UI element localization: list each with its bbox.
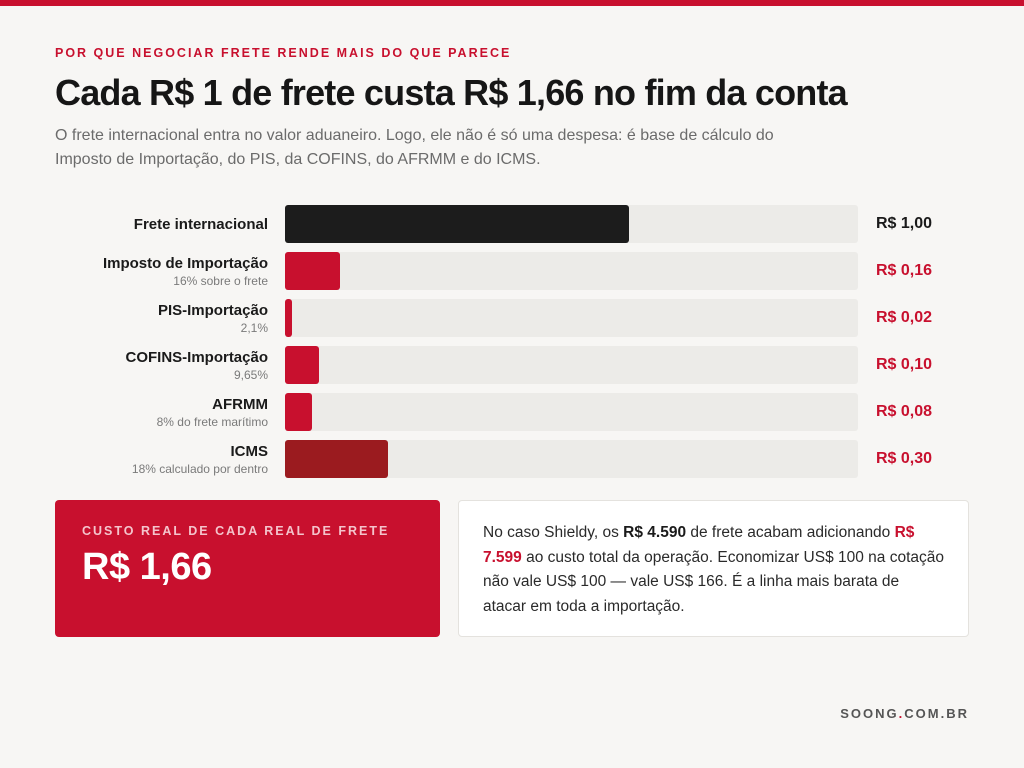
summary-value: R$ 1,66 [82, 546, 212, 588]
footer-brand-left: SOONG [840, 706, 899, 721]
bar [285, 440, 388, 478]
bar-category-label: COFINS-Importação [125, 348, 268, 366]
bar-sublabel: 8% do frete marítimo [156, 414, 268, 429]
cost-breakdown-chart: Frete internacional R$ 1,00 Imposto de Imp… [0, 205, 1024, 480]
bar-value-label: R$ 0,16 [876, 262, 933, 279]
summary-label: CUSTO REAL DE CADA REAL DE FRETE [82, 524, 390, 538]
kicker: POR QUE NEGOCIAR FRETE RENDE MAIS DO QUE… [55, 46, 512, 60]
top-accent-bar [0, 0, 1024, 6]
bar-sublabel: 18% calculado por dentro [131, 461, 268, 476]
bar-category-label: AFRMM [212, 395, 268, 413]
bar-sublabel: 9,65% [233, 367, 268, 382]
bar-label-block: PIS-Importação 2,1% [158, 299, 268, 337]
footer-brand-right: COM.BR [904, 706, 969, 721]
bar-sublabel: 2,1% [240, 320, 268, 335]
bar-track [285, 346, 858, 384]
bar-track [285, 393, 858, 431]
bar-label-block: Imposto de Importação 16% sobre o frete [103, 252, 268, 290]
chart-row: ICMS 18% calculado por dentro R$ 0,30 [0, 440, 1024, 478]
bar-track [285, 205, 858, 243]
bar-label-block: COFINS-Importação 9,65% [125, 346, 268, 384]
bar-value-label: R$ 0,10 [876, 356, 933, 373]
page-title: Cada R$ 1 de frete custa R$ 1,66 no fim … [55, 72, 848, 113]
footer-brand-dot: . [898, 706, 905, 721]
chart-row: Imposto de Importação 16% sobre o frete R$… [0, 252, 1024, 290]
bar-category-label: Frete internacional [133, 215, 268, 233]
bar [285, 252, 340, 290]
bar [285, 205, 629, 243]
note-text-1: No caso Shieldy, os [483, 524, 624, 541]
chart-row: PIS-Importação 2,1% R$ 0,02 [0, 299, 1024, 337]
bar-label-block: Frete internacional [134, 205, 268, 243]
bar-value-label: R$ 1,00 [876, 215, 933, 232]
bar-track [285, 299, 858, 337]
bar [285, 299, 292, 337]
note-amount-added: R$ 7.599 [483, 524, 915, 566]
footer-brand: SOONG.COM.BR [840, 706, 969, 721]
page-subtitle: O frete internacional entra no valor adu… [55, 127, 774, 168]
bar-category-label: ICMS [230, 442, 269, 460]
bar-category-label: PIS-Importação [157, 301, 268, 319]
bar-label-block: AFRMM 8% do frete marítimo [157, 393, 268, 431]
note-amount-freight: R$ 4.590 [623, 524, 687, 541]
bar [285, 346, 319, 384]
note-text-3: ao custo total da operação. Economizar U… [483, 548, 945, 615]
bar-sublabel: 16% sobre o frete [173, 273, 268, 288]
summary-card: CUSTO REAL DE CADA REAL DE FRETE R$ 1,66 [55, 500, 440, 637]
bar-track [285, 440, 858, 478]
chart-row: Frete internacional R$ 1,00 [0, 205, 1024, 243]
bar-label-block: ICMS 18% calculado por dentro [132, 440, 268, 478]
note-text-2: de frete acabam adicionando [686, 524, 895, 541]
bar [285, 393, 312, 431]
bar-category-label: Imposto de Importação [102, 254, 268, 272]
bar-value-label: R$ 0,08 [876, 403, 933, 420]
bar-value-label: R$ 0,02 [876, 309, 933, 326]
chart-row: COFINS-Importação 9,65% R$ 0,10 [0, 346, 1024, 384]
chart-row: AFRMM 8% do frete marítimo R$ 0,08 [0, 393, 1024, 431]
bar-value-label: R$ 0,30 [876, 450, 933, 467]
note-card: No caso Shieldy, os R$ 4.590 de frete ac… [458, 500, 969, 637]
bar-track [285, 252, 858, 290]
